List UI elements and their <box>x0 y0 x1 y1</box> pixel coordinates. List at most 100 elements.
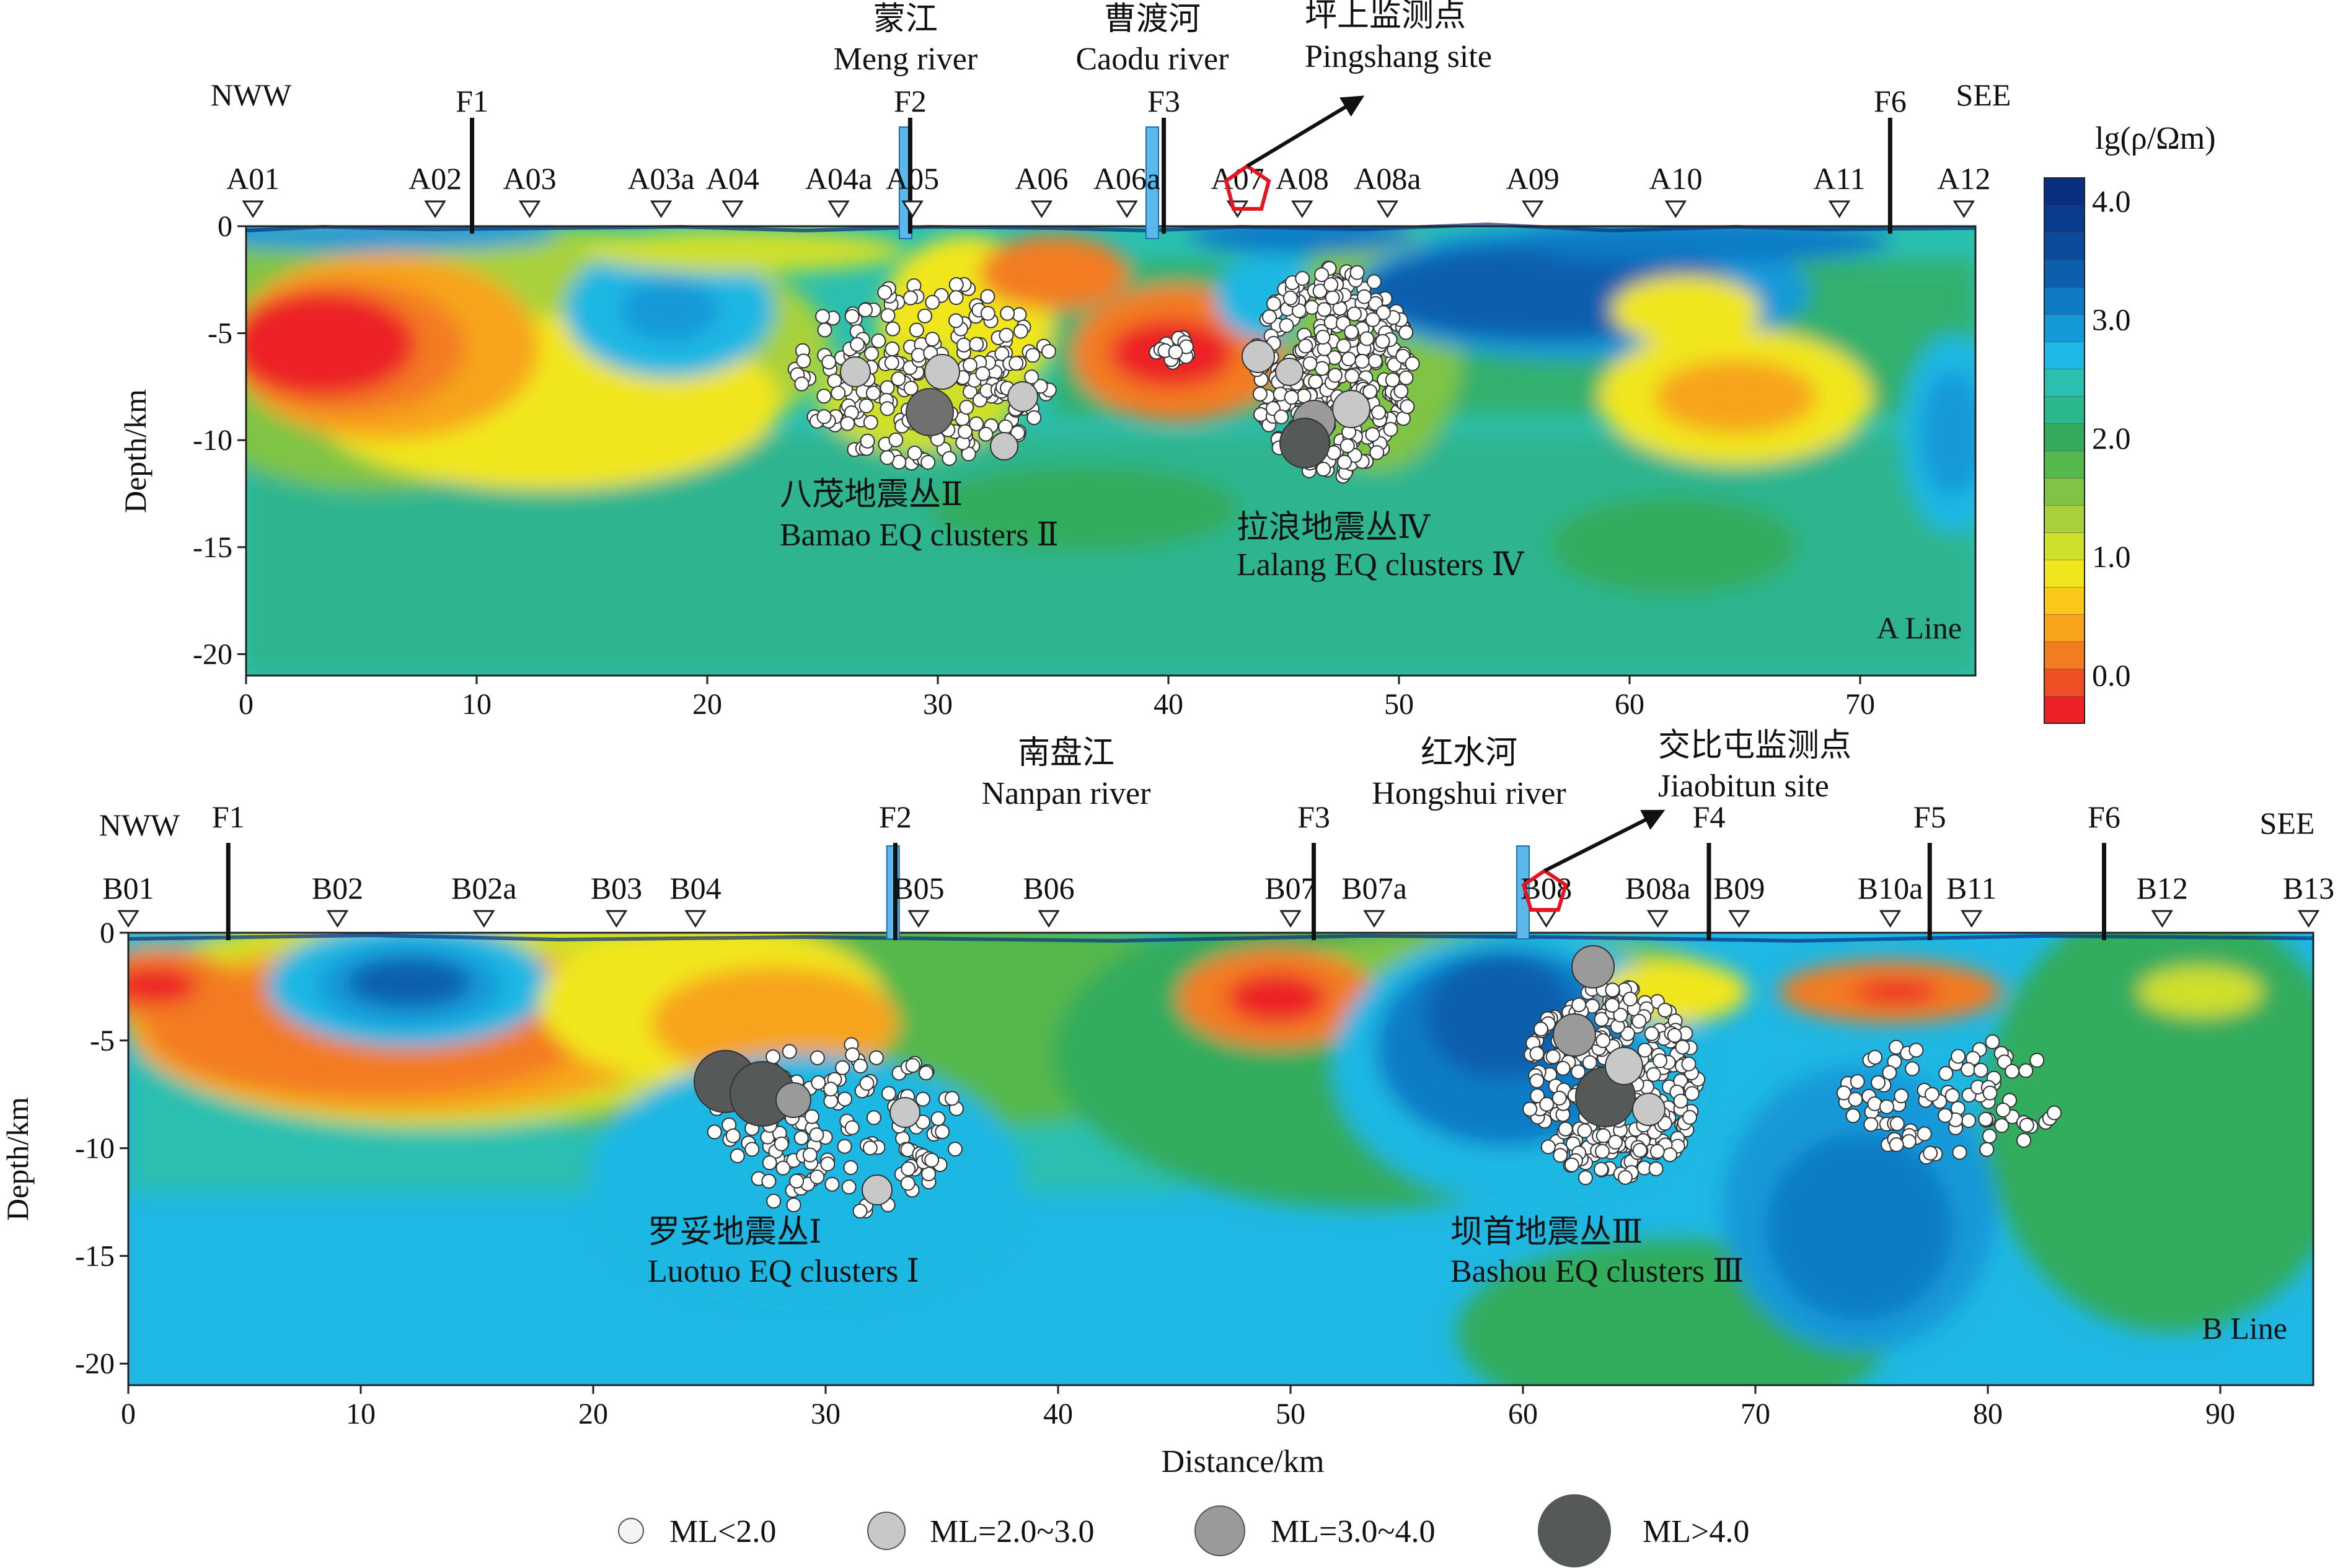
quake-small <box>901 1161 916 1177</box>
station-marker <box>1038 910 1060 928</box>
station-label: A04a <box>805 161 872 196</box>
fault-label: F3 <box>1297 799 1330 834</box>
quake-small <box>824 1176 840 1192</box>
quake-small <box>802 1147 818 1163</box>
colorbar-cell <box>2044 259 2085 288</box>
quake-small <box>980 289 995 304</box>
colorbar-tick-label: 4.0 <box>2092 183 2131 218</box>
quake-small <box>980 306 995 321</box>
quake-small <box>1662 1147 1678 1163</box>
quake-small <box>888 432 904 447</box>
quake-small <box>866 1110 881 1125</box>
station-label: B02 <box>312 871 363 905</box>
quake-small <box>1354 353 1370 369</box>
panel-a-nww-label: NWW <box>211 77 292 112</box>
fault-label: F1 <box>212 799 245 834</box>
quake-small <box>1632 1142 1648 1158</box>
quake-small <box>766 1193 782 1209</box>
panel-a-resistivity-field <box>246 226 1975 676</box>
quake-small <box>789 1173 805 1189</box>
quake-small <box>1314 267 1330 283</box>
x-axis-label: Distance/km <box>1162 1444 1325 1479</box>
quake-small <box>850 337 865 352</box>
quake-small <box>1366 274 1382 289</box>
station-label: B05 <box>893 871 944 905</box>
quake-small <box>948 290 964 306</box>
quake-large <box>775 1082 811 1118</box>
quake-small <box>1682 1109 1698 1125</box>
quake-small <box>858 398 874 413</box>
station-marker <box>473 910 495 928</box>
quake-small <box>730 1148 745 1164</box>
quake-small <box>871 333 886 349</box>
river-name-cn: 曹渡河 <box>1104 2 1201 37</box>
station-marker <box>1522 200 1544 218</box>
quake-small <box>793 1130 809 1145</box>
quake-small <box>1938 1066 1954 1081</box>
quake-small <box>844 1120 860 1135</box>
quake-small <box>863 415 878 430</box>
quake-small <box>881 1086 896 1101</box>
quake-small <box>1398 325 1414 340</box>
station-label: A05 <box>886 161 939 196</box>
quake-small <box>1282 290 1298 306</box>
quake-small <box>823 1081 839 1097</box>
quake-small <box>1347 447 1362 463</box>
quake-small <box>786 1197 801 1213</box>
pingshang-site-en: Pingshang site <box>1305 39 1492 74</box>
quake-small <box>1684 1086 1700 1101</box>
quake-small <box>844 309 860 324</box>
x-tick-label: 70 <box>1741 1398 1770 1430</box>
quake-small <box>1325 290 1340 306</box>
panel-a-y-axis-label: Depth/km <box>118 389 152 513</box>
quake-small <box>1337 454 1352 470</box>
quake-small <box>816 409 832 425</box>
station-label: A03 <box>503 161 557 196</box>
quake-small <box>969 337 984 352</box>
quake-large <box>840 356 871 387</box>
station-label: A09 <box>1506 161 1560 196</box>
quake-small <box>1279 318 1294 333</box>
quake-small <box>1365 427 1380 443</box>
quake-small <box>1261 309 1277 325</box>
colorbar-cell <box>2044 341 2085 369</box>
x-tick-label: 30 <box>923 688 953 721</box>
quake-small <box>925 332 940 347</box>
station-label: A12 <box>1937 161 1990 196</box>
station-marker <box>1961 910 1983 928</box>
quake-small <box>1371 405 1387 420</box>
quake-small <box>1882 1065 1897 1080</box>
quake-small <box>725 1128 741 1143</box>
quake-small <box>774 1136 789 1152</box>
y-tick-label: -5 <box>90 1024 115 1057</box>
panel-b-y-ticks: 0 -5 -10 -15 -20 <box>75 917 128 1380</box>
station-label: B04 <box>669 871 721 905</box>
x-tick-label: 60 <box>1508 1398 1538 1430</box>
quake-small <box>1944 1088 1960 1103</box>
lalang-cluster-en: Lalang EQ clusters Ⅳ <box>1237 547 1525 583</box>
station-marker <box>721 200 744 218</box>
legend-symbol <box>1538 1494 1611 1567</box>
quake-large <box>1007 381 1038 412</box>
panel-b-section: 0 -5 -10 -15 -20 0 10 20 30 40 50 60 70 80 90 Depth/k… <box>0 728 2334 1479</box>
station-label: A10 <box>1649 161 1702 196</box>
quake-small <box>1298 338 1313 354</box>
quake-small <box>1308 374 1323 389</box>
colorbar-cell <box>2044 668 2085 697</box>
quake-small <box>1315 330 1331 345</box>
quake-small <box>1323 277 1339 293</box>
quake-small <box>1369 445 1385 460</box>
quake-small <box>1905 1061 1920 1077</box>
station-label: B13 <box>2283 871 2334 905</box>
quake-large <box>1571 945 1615 989</box>
quake-small <box>1595 1033 1611 1049</box>
y-tick-label: -20 <box>75 1347 115 1380</box>
quake-small <box>859 1076 875 1091</box>
quake-small <box>907 445 922 460</box>
station-marker <box>1646 910 1669 928</box>
fault-label: F5 <box>1913 799 1946 834</box>
quake-small <box>1400 399 1415 415</box>
quake-small <box>796 353 811 369</box>
quake-small <box>1375 333 1390 349</box>
quake-small <box>999 327 1014 343</box>
